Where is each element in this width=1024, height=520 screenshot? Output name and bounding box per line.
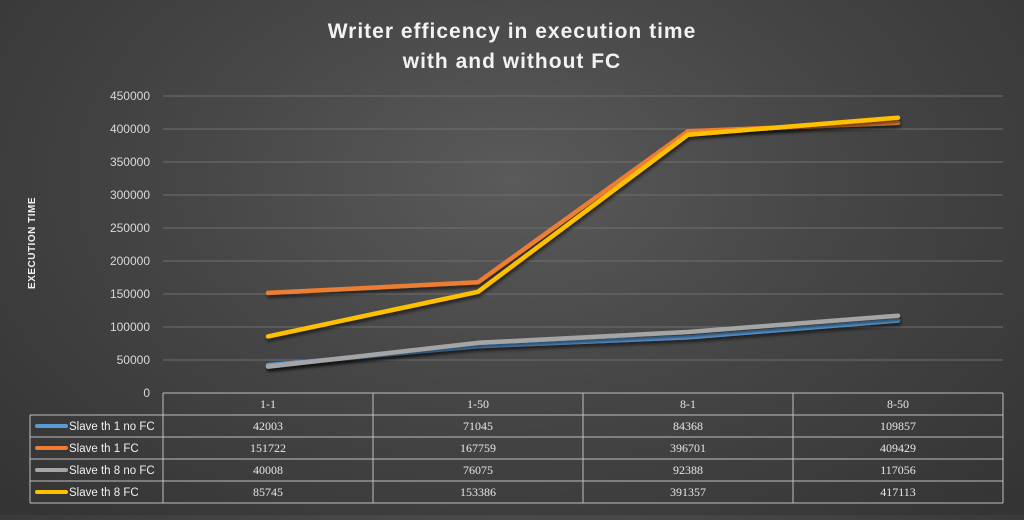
data-label: 153386 — [460, 485, 496, 499]
legend-entry-1: Slave th 1 no FC — [69, 421, 155, 433]
data-label: 117056 — [880, 463, 916, 477]
x-category-label: 8-1 — [680, 397, 696, 411]
chart-title-line-2: with and without FC — [402, 50, 621, 73]
data-label: 84368 — [673, 419, 703, 433]
chart-title-line-1: Writer efficency in execution time — [328, 20, 697, 43]
y-tick-label: 450000 — [110, 89, 150, 103]
y-tick-labels: 0 50000 100000 150000 200000 250000 300000 3500… — [110, 89, 150, 400]
data-label: 109857 — [880, 419, 916, 433]
data-label: 85745 — [253, 485, 283, 499]
data-label: 391357 — [670, 485, 706, 499]
y-tick-label: 300000 — [110, 188, 150, 202]
y-tick-label: 350000 — [110, 155, 150, 169]
y-tick-label: 400000 — [110, 122, 150, 136]
data-label: 40008 — [253, 463, 283, 477]
y-tick-label: 250000 — [110, 221, 150, 235]
y-tick-label: 0 — [143, 386, 150, 400]
data-label: 42003 — [253, 419, 283, 433]
x-category-label: 1-50 — [467, 397, 489, 411]
data-label: 76075 — [463, 463, 493, 477]
x-category-label: 1-1 — [260, 397, 276, 411]
y-tick-label: 200000 — [110, 254, 150, 268]
y-tick-label: 50000 — [117, 353, 151, 367]
data-label: 71045 — [463, 419, 493, 433]
data-label: 167759 — [460, 441, 496, 455]
legend-entry-4: Slave th 8 FC — [69, 487, 139, 499]
legend-entry-2: Slave th 1 FC — [69, 443, 139, 455]
y-tick-label: 100000 — [110, 320, 150, 334]
data-label: 151722 — [250, 441, 286, 455]
series-layer — [265, 115, 901, 369]
data-table: 1-1 1-50 8-1 8-50 Slave th 1 no FC 42003 71045… — [29, 392, 1004, 504]
legend-entry-3: Slave th 8 no FC — [69, 465, 155, 477]
data-label: 396701 — [670, 441, 706, 455]
data-label: 409429 — [880, 441, 916, 455]
y-tick-label: 150000 — [110, 287, 150, 301]
series-line-3 — [265, 313, 901, 369]
x-category-label: 8-50 — [887, 397, 909, 411]
series-line-2 — [265, 120, 901, 296]
y-axis-label: EXECUTION TIME — [27, 197, 38, 289]
series-line-4 — [265, 115, 901, 339]
data-label: 92388 — [673, 463, 703, 477]
data-label: 417113 — [880, 485, 916, 499]
